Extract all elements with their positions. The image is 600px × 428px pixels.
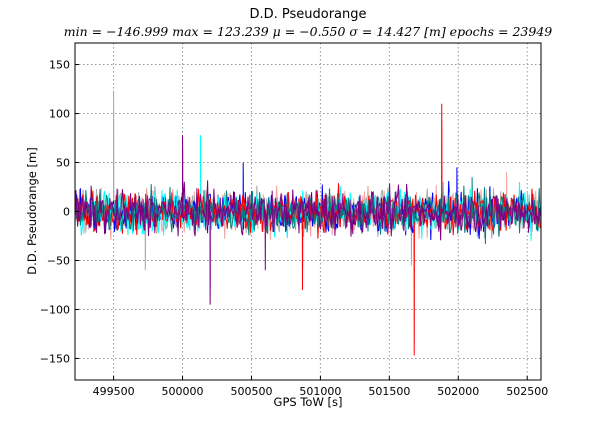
x-tick-label: 499500 xyxy=(93,385,135,398)
series-line-5 xyxy=(75,177,541,245)
y-tick-label: −100 xyxy=(40,303,70,316)
chart-subtitle: min = −146.999 max = 123.239 μ = −0.550 … xyxy=(64,24,553,39)
x-axis-label: GPS ToW [s] xyxy=(274,395,343,409)
x-tick-label: 501500 xyxy=(368,385,410,398)
x-tick-label: 501000 xyxy=(299,385,341,398)
y-axis-label: D.D. Pseudorange [m] xyxy=(25,147,39,274)
y-tick-label: 0 xyxy=(63,206,70,219)
y-tick-label: 100 xyxy=(49,108,70,121)
y-tick-label: −50 xyxy=(47,254,70,267)
y-tick-label: −150 xyxy=(40,352,70,365)
x-tick-label: 502500 xyxy=(506,385,548,398)
chart-title: D.D. Pseudorange xyxy=(249,7,366,22)
x-tick-label: 502000 xyxy=(437,385,479,398)
y-tick-label: 150 xyxy=(49,59,70,72)
y-tick-label: 50 xyxy=(56,157,70,170)
x-tick-label: 500000 xyxy=(162,385,204,398)
series-line-1 xyxy=(75,90,541,271)
series-line-6 xyxy=(75,135,541,305)
x-tick-label: 500500 xyxy=(230,385,272,398)
